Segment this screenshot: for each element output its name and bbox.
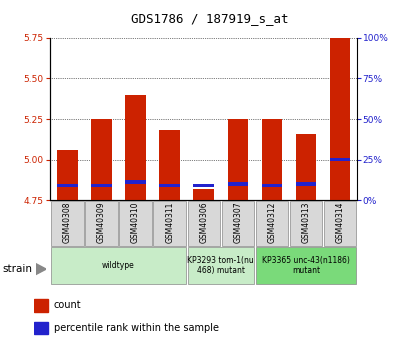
Bar bbox=[57, 184, 78, 187]
Bar bbox=[34, 322, 48, 334]
Bar bbox=[91, 184, 112, 187]
Polygon shape bbox=[36, 264, 46, 275]
Bar bbox=[119, 200, 152, 246]
Text: strain: strain bbox=[2, 264, 32, 274]
Bar bbox=[85, 200, 118, 246]
Text: GSM40312: GSM40312 bbox=[268, 201, 276, 243]
Text: GSM40309: GSM40309 bbox=[97, 201, 106, 243]
Bar bbox=[160, 130, 180, 200]
Bar bbox=[51, 200, 84, 246]
Text: GSM40310: GSM40310 bbox=[131, 201, 140, 243]
Bar bbox=[34, 299, 48, 312]
Text: GSM40307: GSM40307 bbox=[233, 201, 242, 243]
Bar bbox=[228, 182, 248, 186]
Bar bbox=[296, 182, 316, 186]
Bar bbox=[125, 180, 146, 184]
Text: count: count bbox=[54, 300, 81, 310]
Text: GSM40314: GSM40314 bbox=[336, 201, 344, 243]
Bar bbox=[153, 200, 186, 246]
Bar bbox=[51, 247, 186, 284]
Bar bbox=[222, 200, 254, 246]
Bar bbox=[330, 158, 350, 161]
Bar bbox=[262, 119, 282, 200]
Text: GSM40311: GSM40311 bbox=[165, 201, 174, 243]
Bar bbox=[194, 189, 214, 200]
Bar bbox=[228, 119, 248, 200]
Bar bbox=[187, 247, 254, 284]
Bar bbox=[296, 134, 316, 200]
Text: GSM40308: GSM40308 bbox=[63, 201, 72, 243]
Bar bbox=[160, 184, 180, 187]
Bar bbox=[256, 200, 288, 246]
Text: GSM40306: GSM40306 bbox=[199, 201, 208, 243]
Bar bbox=[194, 184, 214, 187]
Bar bbox=[91, 119, 112, 200]
Text: GDS1786 / 187919_s_at: GDS1786 / 187919_s_at bbox=[131, 12, 289, 25]
Text: KP3293 tom-1(nu
468) mutant: KP3293 tom-1(nu 468) mutant bbox=[187, 256, 254, 275]
Text: wildtype: wildtype bbox=[102, 261, 135, 270]
Bar bbox=[290, 200, 322, 246]
Bar bbox=[330, 38, 350, 200]
Bar bbox=[57, 150, 78, 200]
Text: GSM40313: GSM40313 bbox=[302, 201, 310, 243]
Text: percentile rank within the sample: percentile rank within the sample bbox=[54, 323, 219, 333]
Bar bbox=[256, 247, 356, 284]
Text: KP3365 unc-43(n1186)
mutant: KP3365 unc-43(n1186) mutant bbox=[262, 256, 350, 275]
Bar bbox=[187, 200, 220, 246]
Bar bbox=[125, 95, 146, 200]
Bar bbox=[324, 200, 356, 246]
Bar bbox=[262, 184, 282, 187]
